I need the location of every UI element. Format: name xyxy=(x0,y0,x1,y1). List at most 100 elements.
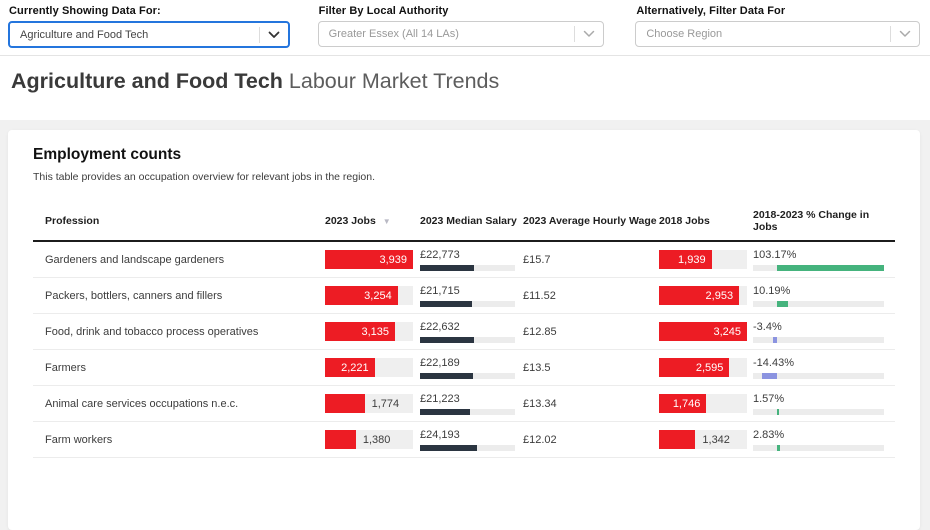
jobs-2018-value: 1,746 xyxy=(672,397,701,410)
pct-change-bar xyxy=(753,372,884,379)
jobs-2023-bar-fill xyxy=(325,250,413,269)
chevron-down-icon xyxy=(899,30,911,38)
pct-change-value: 10.19% xyxy=(753,284,791,297)
employment-table: Profession 2023 Jobs ▼ 2023 Median Salar… xyxy=(33,202,895,458)
jobs-2018-value: 3,245 xyxy=(713,325,741,338)
median-salary-value: £21,223 xyxy=(420,392,460,405)
pct-change-bar-fill xyxy=(773,336,777,343)
pct-change-bar-fill xyxy=(762,372,777,379)
profession-cell: Farmers xyxy=(45,361,86,374)
sector-select-value: Agriculture and Food Tech xyxy=(20,28,149,41)
median-salary-value: £24,193 xyxy=(420,428,460,441)
pct-change-cell: 103.17% xyxy=(753,249,884,271)
median-salary-cell: £22,632 xyxy=(420,321,523,343)
jobs-2023-value: 3,254 xyxy=(364,289,392,302)
pct-change-value: 103.17% xyxy=(753,248,797,261)
jobs-2018-cell: 2,595 xyxy=(659,358,753,377)
jobs-2018-value: 1,342 xyxy=(702,433,730,446)
jobs-2018-bar: 2,953 xyxy=(659,286,747,305)
employment-counts-card: Employment counts This table provides an… xyxy=(8,130,920,530)
median-salary-bar-fill xyxy=(420,336,474,343)
median-salary-bar-fill xyxy=(420,264,475,271)
jobs-2023-bar: 3,135 xyxy=(325,322,413,341)
jobs-2023-bar: 1,380 xyxy=(325,430,413,449)
local-authority-filter-label: Filter By Local Authority xyxy=(318,5,449,17)
jobs-2023-value: 3,939 xyxy=(379,253,407,266)
jobs-2018-bar-fill xyxy=(659,286,740,305)
jobs-2018-bar: 1,939 xyxy=(659,250,747,269)
pct-change-bar xyxy=(753,336,884,343)
card-subtitle: This table provides an occupation overvi… xyxy=(33,171,376,183)
page-title: Agriculture and Food Tech Labour Market … xyxy=(11,69,920,94)
hourly-wage-cell: £15.7 xyxy=(523,254,659,266)
card-title: Employment counts xyxy=(33,146,182,163)
jobs-2023-cell: 2,221 xyxy=(325,358,420,377)
jobs-2023-cell: 1,774 xyxy=(325,394,420,413)
local-authority-select[interactable]: Greater Essex (All 14 LAs) xyxy=(317,21,605,47)
jobs-2023-bar: 3,939 xyxy=(325,250,413,269)
title-section: Agriculture and Food Tech Labour Market … xyxy=(0,55,930,120)
filter-bar: Currently Showing Data For: Agriculture … xyxy=(0,0,930,55)
column-header-profession[interactable]: Profession xyxy=(45,215,100,227)
column-header-2023-jobs-label: 2023 Jobs xyxy=(325,215,376,227)
jobs-2023-bar-fill xyxy=(325,430,356,449)
local-authority-select-value: Greater Essex (All 14 LAs) xyxy=(328,28,459,40)
jobs-2018-cell: 3,245 xyxy=(659,322,753,341)
table-header-row: Profession 2023 Jobs ▼ 2023 Median Salar… xyxy=(33,202,895,242)
column-header-hourly-wage[interactable]: 2023 Average Hourly Wage xyxy=(523,215,657,227)
jobs-2023-bar-fill xyxy=(325,358,375,377)
column-header-median-salary[interactable]: 2023 Median Salary xyxy=(420,215,517,227)
median-salary-bar xyxy=(420,444,515,451)
median-salary-cell: £21,715 xyxy=(420,285,523,307)
column-header-2023-jobs[interactable]: 2023 Jobs ▼ xyxy=(325,215,420,227)
select-divider xyxy=(890,26,891,42)
pct-change-cell: 2.83% xyxy=(753,429,884,451)
pct-change-cell: -3.4% xyxy=(753,321,884,343)
pct-change-bar xyxy=(753,300,884,307)
region-filter-label: Alternatively, Filter Data For xyxy=(636,5,786,17)
jobs-2023-bar-fill xyxy=(325,286,398,305)
median-salary-bar-fill xyxy=(420,408,471,415)
sort-desc-icon: ▼ xyxy=(382,216,391,226)
table-row: Gardeners and landscape gardeners 3,939 … xyxy=(33,242,895,278)
region-select[interactable]: Choose Region xyxy=(635,21,920,47)
column-header-pct-change[interactable]: 2018-2023 % Change in Jobs xyxy=(753,209,870,233)
filter-group-local-authority: Filter By Local Authority Greater Essex … xyxy=(317,4,605,55)
jobs-2018-bar-fill xyxy=(659,394,707,413)
pct-change-bar-fill xyxy=(777,444,780,451)
hourly-wage-cell: £12.85 xyxy=(523,326,659,338)
median-salary-bar xyxy=(420,408,515,415)
median-salary-bar-fill xyxy=(420,444,478,451)
column-header-2018-jobs[interactable]: 2018 Jobs xyxy=(659,215,710,227)
pct-change-value: -14.43% xyxy=(753,356,794,369)
jobs-2018-bar-fill xyxy=(659,322,747,341)
select-divider xyxy=(574,26,576,42)
hourly-wage-value: £12.02 xyxy=(523,433,557,446)
hourly-wage-cell: £13.34 xyxy=(523,398,659,410)
median-salary-value: £22,773 xyxy=(420,248,460,261)
pct-change-cell: 10.19% xyxy=(753,285,884,307)
table-row: Animal care services occupations n.e.c. … xyxy=(33,386,895,422)
median-salary-value: £22,189 xyxy=(420,356,460,369)
sector-select[interactable]: Agriculture and Food Tech xyxy=(8,21,290,48)
jobs-2023-bar: 2,221 xyxy=(325,358,413,377)
pct-change-bar xyxy=(753,264,884,271)
jobs-2023-cell: 1,380 xyxy=(325,430,420,449)
profession-cell: Packers, bottlers, canners and fillers xyxy=(45,289,223,302)
page-body: Employment counts This table provides an… xyxy=(0,120,930,530)
median-salary-cell: £22,773 xyxy=(420,249,523,271)
jobs-2018-bar-fill xyxy=(659,250,712,269)
median-salary-bar xyxy=(420,300,515,307)
pct-change-bar-fill xyxy=(777,408,779,415)
jobs-2018-bar: 1,746 xyxy=(659,394,747,413)
median-salary-bar-fill xyxy=(420,300,472,307)
jobs-2023-value: 1,774 xyxy=(371,397,400,410)
jobs-2018-cell: 1,939 xyxy=(659,250,753,269)
jobs-2018-cell: 1,746 xyxy=(659,394,753,413)
median-salary-value: £21,715 xyxy=(420,284,460,297)
hourly-wage-value: £12.85 xyxy=(523,325,557,338)
jobs-2018-bar-fill xyxy=(659,430,696,449)
jobs-2018-value: 1,939 xyxy=(678,253,706,266)
page-title-rest: Labour Market Trends xyxy=(282,69,500,93)
median-salary-cell: £22,189 xyxy=(420,357,523,379)
